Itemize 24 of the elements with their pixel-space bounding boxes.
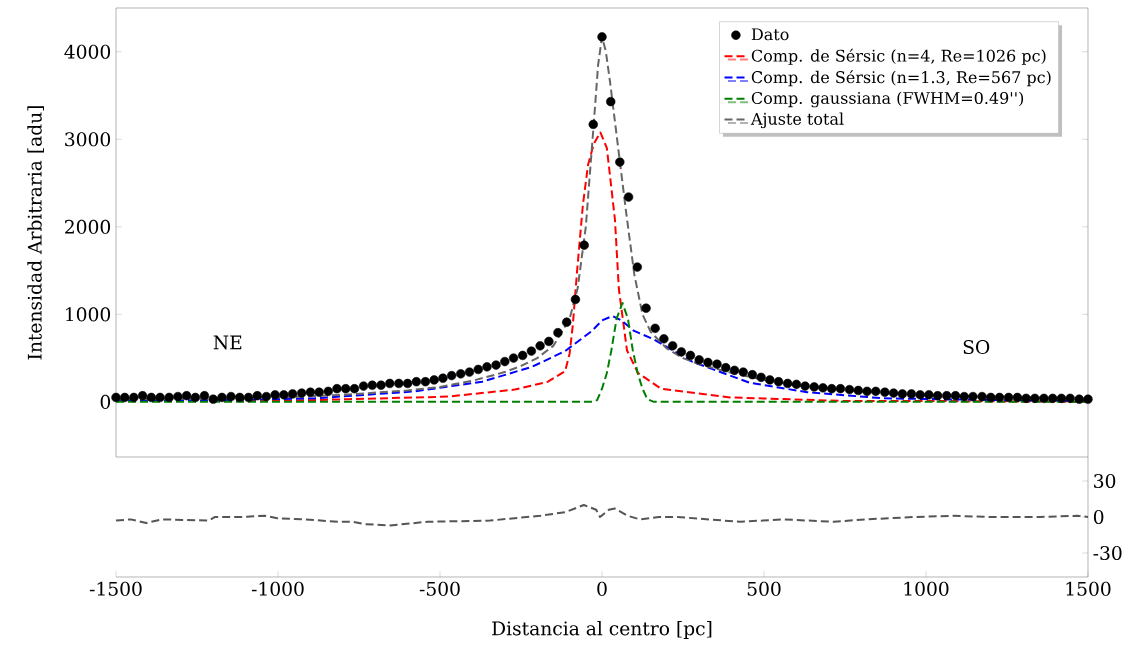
legend-label: Comp. gaussiana (FWHM=0.49'') <box>751 91 1024 108</box>
x-tick-label: -1500 <box>89 581 142 596</box>
x-axis-title: Distancia al centro [pc] <box>492 620 712 640</box>
annotation: NE <box>213 335 242 350</box>
legend-label: Comp. de Sérsic (n=1.3, Re=567 pc) <box>751 70 1051 87</box>
x-tick-label: 1000 <box>904 581 949 596</box>
x-tick-label: 500 <box>747 581 781 596</box>
y-tick-label: 3000 <box>65 132 111 147</box>
y-tick-label: 1000 <box>66 307 111 322</box>
y2-tick-label: -30 <box>1093 545 1122 561</box>
y-axis-title: Intensidad Arbitraria [adu] <box>27 106 44 360</box>
y2-tick-label: 30 <box>1094 473 1116 489</box>
y2-tick-label: 0 <box>1093 509 1104 525</box>
y-tick-label: 2000 <box>65 219 111 234</box>
y-tick-label: 4000 <box>64 44 111 59</box>
x-tick-label: 0 <box>597 581 607 596</box>
legend-label: Ajuste total <box>750 112 844 129</box>
legend-label: Dato <box>751 28 789 41</box>
x-tick-label: 1500 <box>1066 581 1111 596</box>
legend-label: Comp. de Sérsic (n=4, Re=1026 pc) <box>751 48 1046 65</box>
x-tick-label: -500 <box>419 581 460 596</box>
y-tick-label: 0 <box>100 394 111 409</box>
annotation: SO <box>963 339 990 355</box>
x-tick-label: -1000 <box>251 581 304 596</box>
